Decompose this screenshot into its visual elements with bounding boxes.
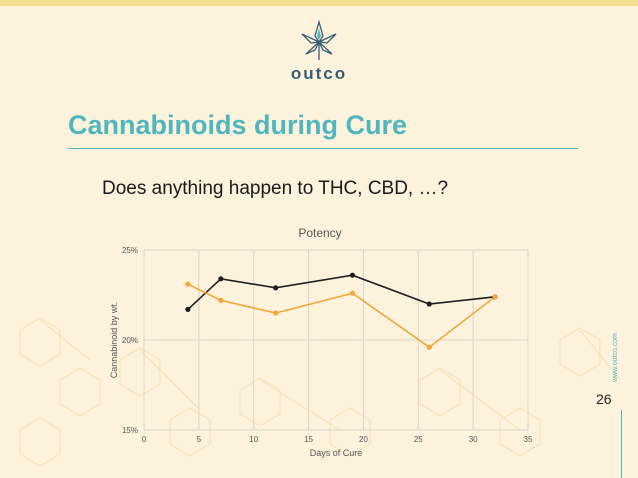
series-2-point: [426, 344, 432, 350]
potency-line-chart: Potency 15% 20% 25% 0 5 10 15 20 25 30 35 Days of …: [109, 226, 533, 458]
y-tick-label: 20%: [122, 336, 138, 345]
page-number: 26: [596, 391, 612, 407]
series-2-point: [218, 297, 224, 303]
x-tick-label: 10: [249, 435, 258, 444]
series-1-point: [426, 301, 432, 307]
y-tick-label: 25%: [122, 246, 138, 255]
background-geometric-pattern: [19, 317, 621, 467]
x-tick-label: 35: [524, 435, 533, 444]
chart-title: Potency: [298, 226, 341, 240]
y-tick-label: 15%: [122, 426, 138, 435]
website-link[interactable]: www.outco.com: [612, 332, 619, 382]
x-tick-label: 25: [414, 435, 423, 444]
brand-name: outco: [290, 64, 348, 83]
series-2-point: [185, 281, 191, 287]
cannabis-leaf-star-icon: [301, 19, 337, 60]
y-axis-label: Cannabinoid by wt.: [109, 302, 119, 379]
series-2-point: [492, 294, 498, 300]
x-tick-label: 20: [359, 435, 368, 444]
series-line-1: [187, 274, 496, 310]
series-1-point: [349, 272, 356, 278]
series-1-point: [218, 276, 224, 282]
series-1-point: [273, 285, 279, 291]
slide-title: Cannabinoids during Cure: [68, 110, 408, 140]
title-divider: [68, 148, 578, 149]
x-tick-label: 15: [304, 435, 313, 444]
series-line-2: [187, 283, 496, 349]
x-tick-label: 5: [197, 435, 202, 444]
x-axis-label: Days of Cure: [310, 448, 363, 458]
top-accent-band: [0, 0, 638, 6]
x-tick-label: 30: [469, 435, 478, 444]
series-1-point: [185, 306, 191, 312]
side-divider: [621, 410, 622, 478]
series-2-point: [273, 310, 279, 316]
series-2-point: [349, 290, 356, 296]
slide-subtitle: Does anything happen to THC, CBD, …?: [102, 178, 449, 199]
x-tick-label: 0: [142, 435, 147, 444]
